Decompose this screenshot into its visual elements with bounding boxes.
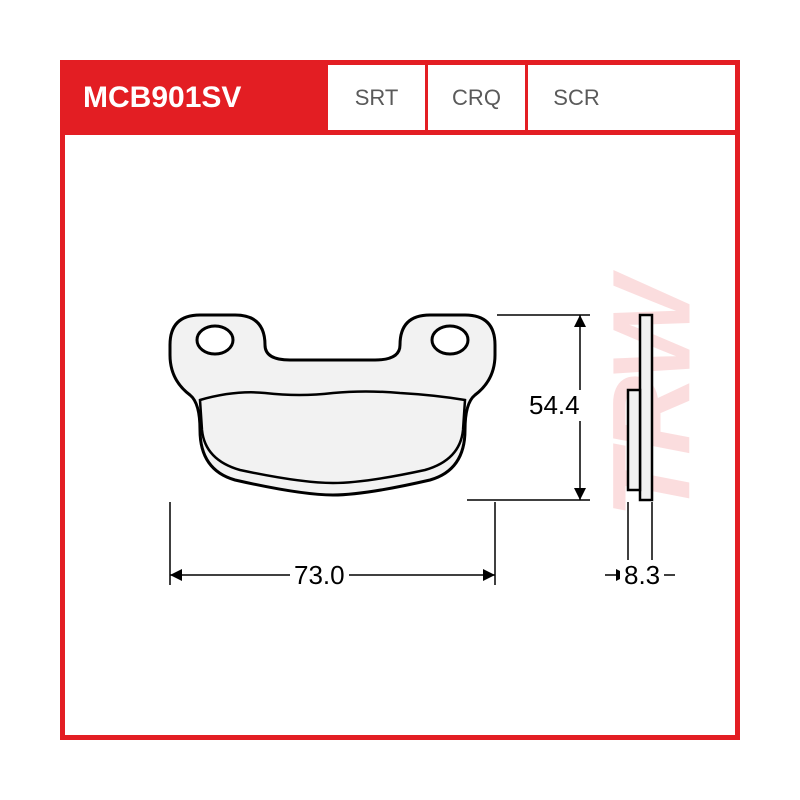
backing-plate	[640, 315, 652, 500]
spec-frame: MCB901SV SRT CRQ SCR	[60, 60, 740, 740]
brake-pad-side-view	[628, 315, 652, 500]
header-spacer	[625, 65, 735, 130]
brake-pad-front-view	[170, 315, 495, 495]
variant-cell: SRT	[325, 65, 425, 130]
variant-cell: CRQ	[425, 65, 525, 130]
drawing-area: 73.0 54.4 8.3	[65, 135, 735, 735]
dimension-height-label: 54.4	[525, 390, 584, 421]
mounting-hole	[432, 326, 468, 354]
dimension-width-label: 73.0	[290, 560, 349, 591]
variant-cell: SCR	[525, 65, 625, 130]
mounting-hole	[197, 326, 233, 354]
spec-header: MCB901SV SRT CRQ SCR	[65, 65, 735, 135]
technical-diagram	[65, 135, 735, 735]
friction-material	[628, 390, 640, 490]
product-code: MCB901SV	[65, 65, 325, 130]
dimension-thickness-label: 8.3	[620, 560, 664, 591]
